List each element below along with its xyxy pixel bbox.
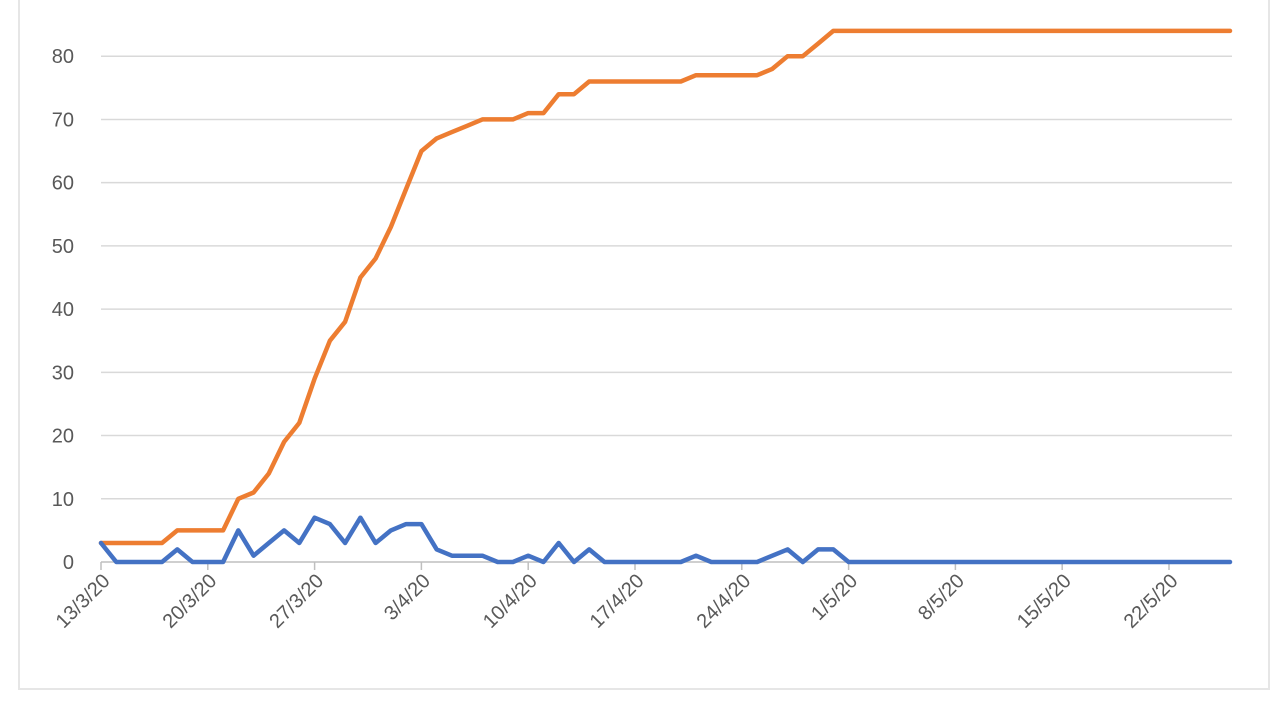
y-tick-label: 30 xyxy=(52,362,74,384)
x-tick-label: 3/4/20 xyxy=(380,570,435,625)
y-tick-label: 10 xyxy=(52,489,74,511)
x-tick-label: 8/5/20 xyxy=(914,570,969,625)
series-lines xyxy=(98,28,1233,565)
series-line-1 xyxy=(98,28,1233,546)
y-tick-label: 60 xyxy=(52,173,74,195)
x-tick-label: 13/3/20 xyxy=(52,570,115,633)
x-tick-label: 24/4/20 xyxy=(693,570,756,633)
y-axis-tick-labels: 0 10 20 30 40 50 60 70 80 90 xyxy=(52,0,74,574)
y-tick-label: 90 xyxy=(52,0,74,5)
y-tick-label: 0 xyxy=(63,552,74,574)
x-tick-label: 1/5/20 xyxy=(807,570,862,625)
y-tick-label: 40 xyxy=(52,299,74,321)
y-tick-label: 50 xyxy=(52,236,74,258)
x-tick-label: 27/3/20 xyxy=(265,570,328,633)
gridlines xyxy=(101,55,1232,500)
x-tick-label: 17/4/20 xyxy=(586,570,649,633)
series-line-2 xyxy=(98,515,1233,565)
x-tick-label: 22/5/20 xyxy=(1120,570,1183,633)
y-tick-label: 80 xyxy=(52,46,74,68)
y-tick-label: 70 xyxy=(52,109,74,131)
x-axis-tick-labels: 13/3/20 20/3/20 27/3/20 3/4/20 10/4/20 17/4/2… xyxy=(52,570,1183,633)
chart-frame xyxy=(18,0,1270,690)
x-tick-label: 15/5/20 xyxy=(1013,570,1076,633)
x-tick-label: 20/3/20 xyxy=(159,570,222,633)
x-tick-label: 10/4/20 xyxy=(479,570,542,633)
y-tick-label: 20 xyxy=(52,426,74,448)
